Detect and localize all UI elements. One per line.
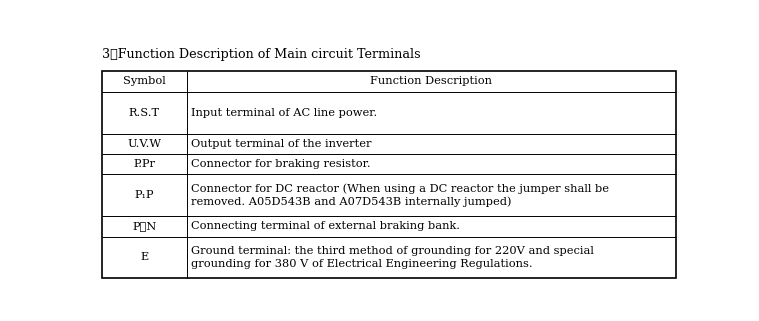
Text: Ground terminal: the third method of grounding for 220V and special: Ground terminal: the third method of gro… <box>191 246 594 256</box>
Text: Connector for DC reactor (When using a DC reactor the jumper shall be: Connector for DC reactor (When using a D… <box>191 184 609 194</box>
Text: Output terminal of the inverter: Output terminal of the inverter <box>191 139 371 149</box>
Bar <box>102 71 676 278</box>
Text: E: E <box>140 252 149 262</box>
Text: R.S.T: R.S.T <box>129 108 160 118</box>
Text: Connecting terminal of external braking bank.: Connecting terminal of external braking … <box>191 221 460 231</box>
Text: P₁P: P₁P <box>134 190 154 200</box>
Text: 3）Function Description of Main circuit Terminals: 3）Function Description of Main circuit T… <box>102 48 420 61</box>
Text: removed. A05D543B and A07D543B internally jumped): removed. A05D543B and A07D543B internall… <box>191 196 512 207</box>
Text: Connector for braking resistor.: Connector for braking resistor. <box>191 159 370 169</box>
Text: P、N: P、N <box>132 221 156 231</box>
Text: Function Description: Function Description <box>370 76 493 86</box>
Text: grounding for 380 V of Electrical Engineering Regulations.: grounding for 380 V of Electrical Engine… <box>191 259 533 269</box>
Text: P.Pr: P.Pr <box>134 159 156 169</box>
Text: Input terminal of AC line power.: Input terminal of AC line power. <box>191 108 377 118</box>
Text: U.V.W: U.V.W <box>128 139 162 149</box>
Text: Symbol: Symbol <box>123 76 165 86</box>
